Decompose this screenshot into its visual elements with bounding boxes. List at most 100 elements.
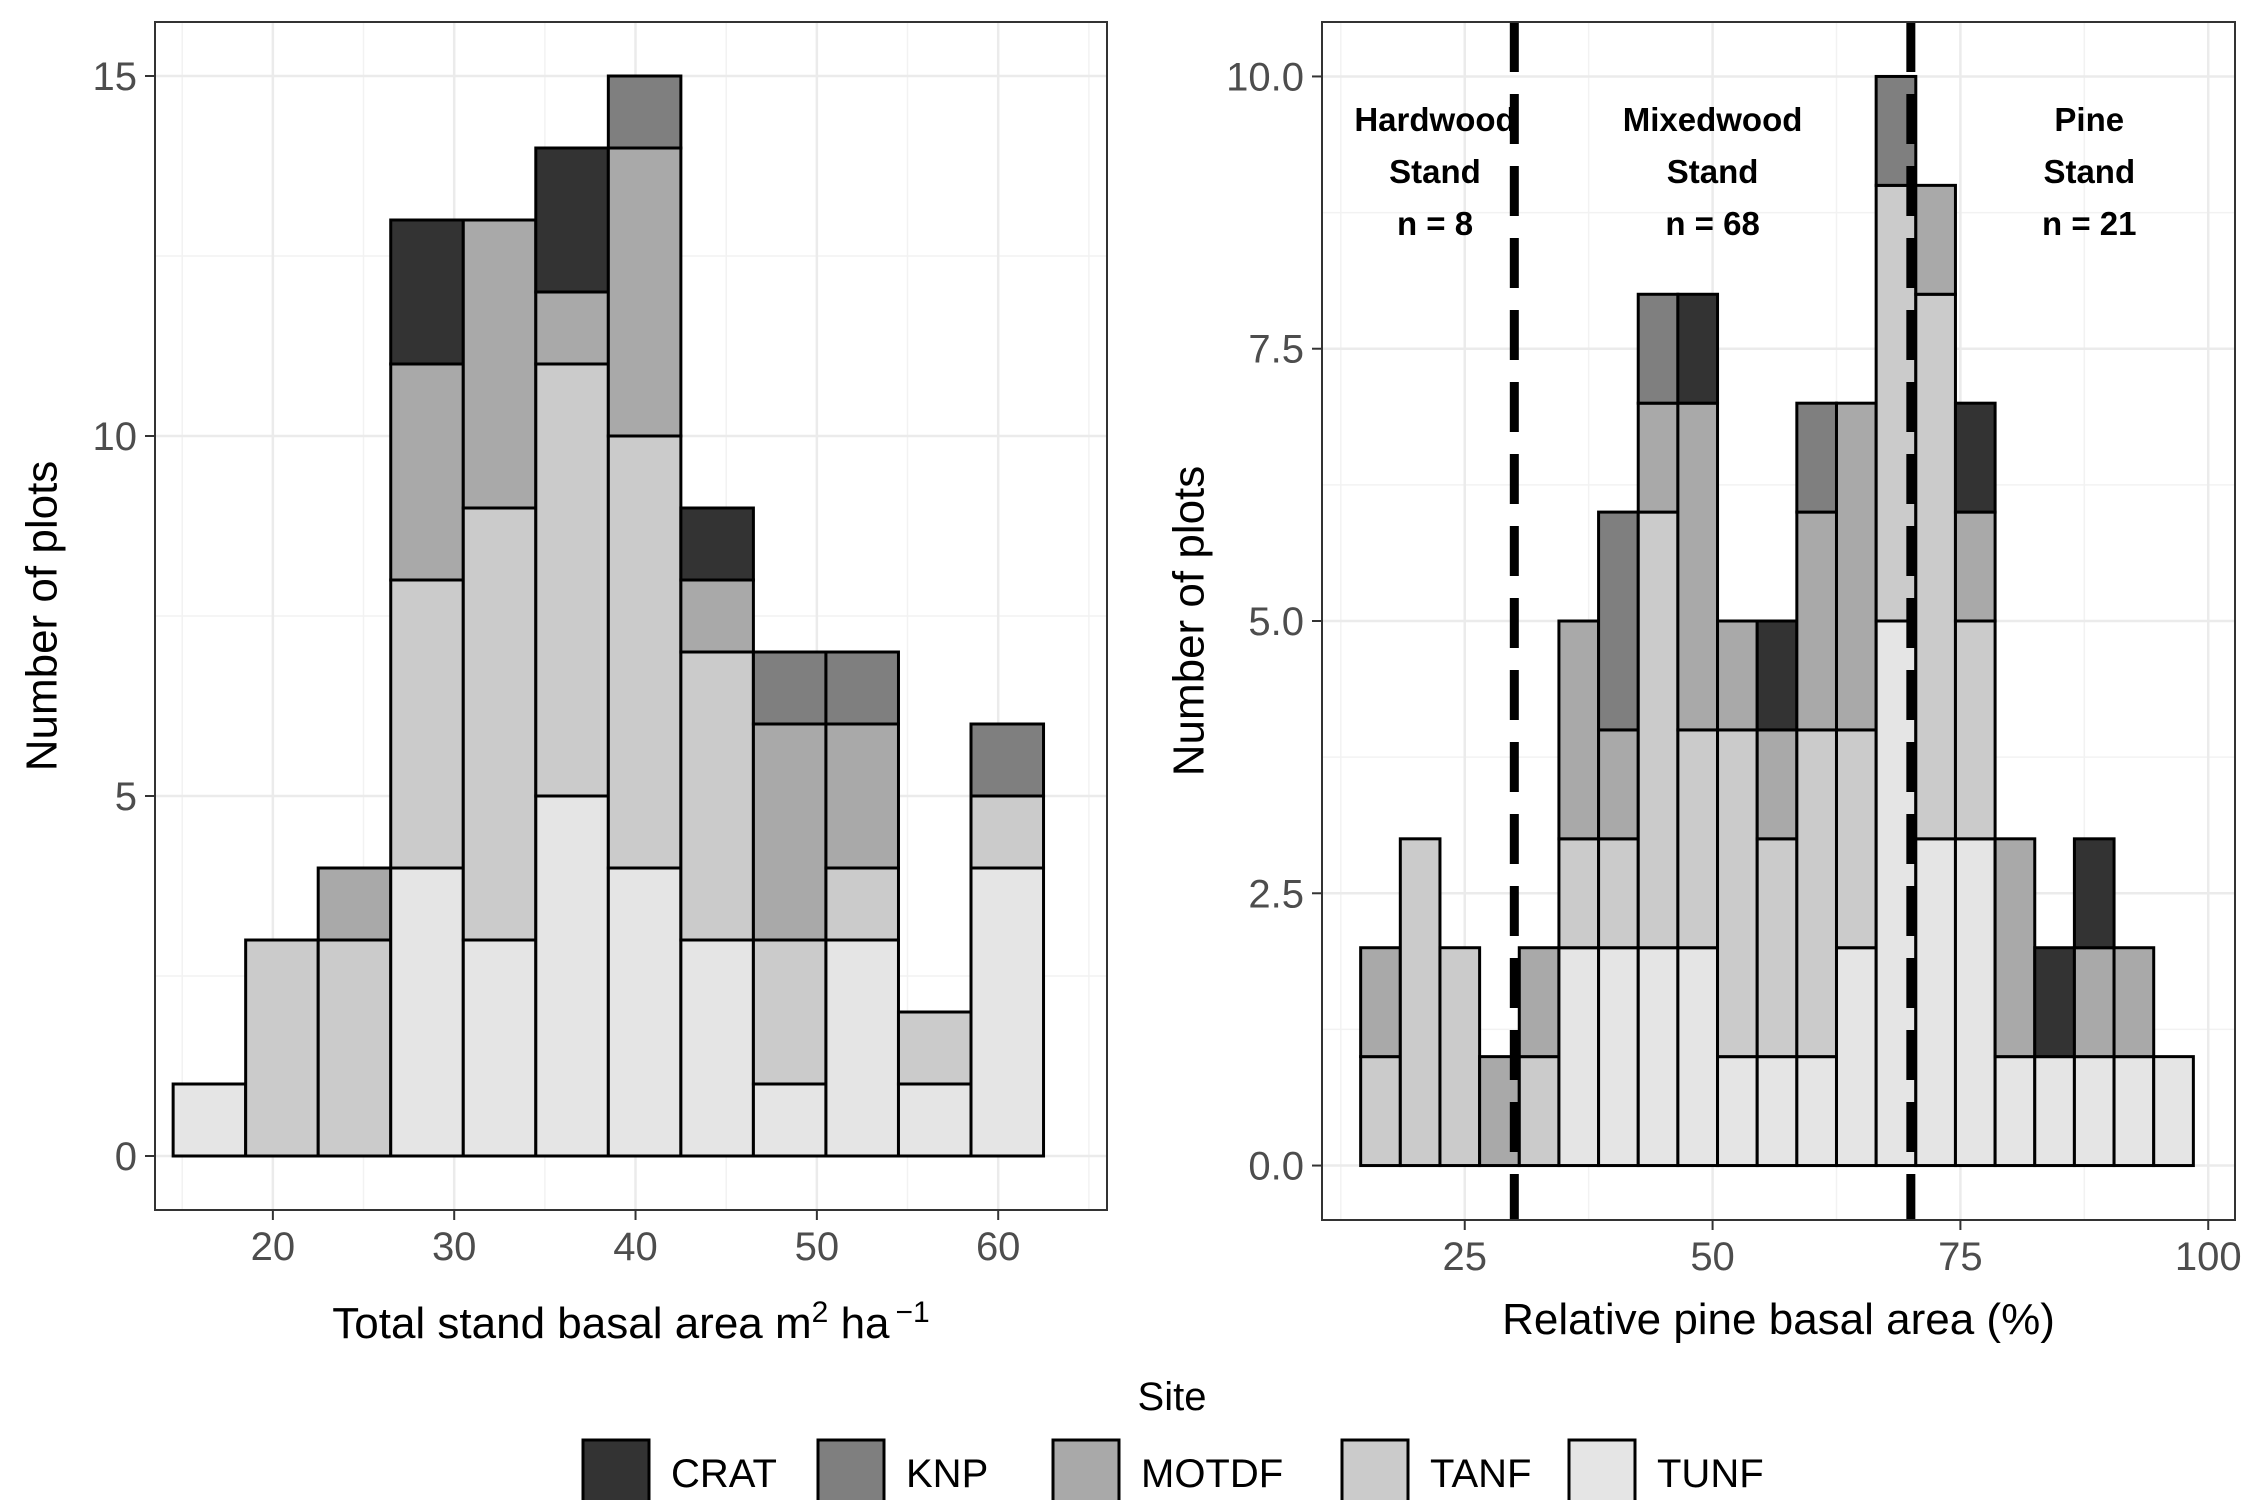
bar-segment-motdf (1636, 401, 1680, 514)
bar-segment-tanf (606, 434, 683, 870)
right-panel-threshold-lines (1509, 22, 1916, 1220)
bar-segment-motdf (1795, 510, 1838, 732)
bar-segment-motdf (1953, 510, 1997, 623)
bar-segment-tunf (2112, 1055, 2156, 1168)
bar-segment-motdf (1557, 619, 1601, 841)
bar-segment-tanf (1953, 619, 1997, 841)
left-panel-x-ticks: 20 30 40 50 60 (251, 1210, 1020, 1269)
annotation-line: n = 21 (2042, 205, 2136, 242)
bar-segment-knp (1597, 510, 1640, 732)
right-panel: Hardwood Stand n = 8 Mixedwood Stand n = 68 Pi… (1165, 21, 2242, 1344)
left-panel: 20 30 40 50 60 0 5 10 15 Total stand basal area… (18, 21, 1108, 1348)
left-x-axis-title: Total stand basal area m2 ha −1 (332, 1296, 929, 1348)
bar-segment-motdf (1716, 619, 1759, 732)
annotation-line: Mixedwood (1623, 101, 1803, 138)
left-x-axis-title-sup2: −1 (896, 1296, 930, 1329)
bar-segment-motdf (1517, 946, 1561, 1059)
bar-segment-tanf (1716, 728, 1759, 1059)
bar-segment-crat (2033, 946, 2076, 1059)
bar-segment-tanf (1359, 1055, 1402, 1168)
bar-segment-crat (2072, 837, 2116, 950)
bar-segment-tanf (1795, 728, 1838, 1059)
y-tick-label: 0.0 (1248, 1145, 1304, 1189)
bar-segment-knp (969, 722, 1046, 798)
annotation-line: Stand (1389, 153, 1481, 190)
legend-swatch (1340, 1438, 1410, 1505)
bar-segment-tanf (316, 938, 393, 1158)
bar-segment-tunf (1834, 946, 1878, 1168)
annotation-line: Hardwood (1354, 101, 1515, 138)
legend: Site CRAT KNP MOTDF TANF TUNF (581, 1375, 1764, 1505)
annotation-line: Stand (2043, 153, 2135, 190)
bar-segment-tanf (1636, 510, 1680, 950)
bar-segment-tunf (1557, 946, 1601, 1168)
left-x-axis-title-sup: 2 (812, 1296, 829, 1329)
bar-segment-motdf (751, 722, 828, 942)
y-tick-label: 15 (93, 55, 138, 99)
y-tick-label: 2.5 (1248, 872, 1304, 916)
bar-segment-tunf (461, 938, 538, 1158)
annotation-line: Pine (2054, 101, 2124, 138)
bar-segment-tunf (751, 1082, 828, 1158)
right-y-axis-title: Number of plots (1165, 466, 1214, 777)
bar-segment-tanf (1755, 837, 1799, 1059)
bar-segment-tanf (534, 362, 610, 798)
bar-segment-crat (1676, 292, 1720, 405)
bar-segment-tunf (1676, 946, 1720, 1168)
left-x-axis-title-rest: ha (828, 1299, 890, 1348)
bar-segment-motdf (1834, 401, 1878, 732)
bar-segment-tanf (679, 650, 755, 942)
x-tick-label: 75 (1938, 1235, 1983, 1279)
bar-segment-tanf (389, 578, 465, 870)
bar-segment-motdf (1676, 401, 1720, 732)
bar-segment-motdf (316, 866, 393, 942)
bar-segment-tunf (2033, 1055, 2076, 1168)
bar-segment-crat (1755, 619, 1799, 732)
bar-segment-crat (679, 506, 755, 582)
bar-segment-tanf (751, 938, 828, 1086)
x-tick-label: 50 (1690, 1235, 1735, 1279)
stand-annotation: Pine Stand n = 21 (2042, 101, 2136, 242)
right-panel-y-ticks: 0.0 2.5 5.0 7.5 10.0 (1226, 55, 1322, 1189)
bar-segment-knp (1636, 292, 1680, 405)
legend-item-tunf: TUNF (1567, 1438, 1764, 1505)
bar-segment-tunf (1716, 1055, 1759, 1168)
x-tick-label: 20 (251, 1225, 296, 1269)
bar-segment-tanf (1914, 292, 1957, 841)
right-panel-annotations: Hardwood Stand n = 8 Mixedwood Stand n = 68 Pi… (1354, 101, 2136, 242)
bar-segment-tanf (1398, 837, 1442, 1168)
bar-segment-motdf (679, 578, 755, 654)
legend-items: CRAT KNP MOTDF TANF TUNF (581, 1438, 1764, 1505)
bar-segment-motdf (389, 362, 465, 582)
bar-segment-motdf (824, 722, 900, 870)
legend-label: KNP (906, 1452, 988, 1496)
y-tick-label: 5 (115, 775, 137, 819)
legend-swatch (816, 1438, 886, 1505)
bar-segment-knp (1795, 401, 1838, 514)
bar-segment-tunf (2072, 1055, 2116, 1168)
bar-segment-tunf (171, 1082, 248, 1158)
bar-segment-tunf (969, 866, 1046, 1158)
x-tick-label: 100 (2175, 1235, 2242, 1279)
legend-swatch (581, 1438, 651, 1505)
right-x-axis-title: Relative pine basal area (%) (1502, 1295, 2055, 1344)
bar-segment-tanf (244, 938, 320, 1158)
bar-segment-knp (606, 74, 683, 150)
bar-segment-tunf (534, 794, 610, 1158)
bar-segment-tunf (1597, 946, 1640, 1168)
right-panel-bars (1359, 74, 2195, 1168)
bar-segment-tunf (1953, 837, 1997, 1168)
legend-item-tanf: TANF (1340, 1438, 1531, 1505)
bar-segment-tanf (1834, 728, 1878, 950)
bar-segment-tunf (1755, 1055, 1799, 1168)
left-y-axis-title: Number of plots (18, 461, 67, 772)
legend-item-motdf: MOTDF (1051, 1438, 1283, 1505)
bar-segment-tanf (1557, 837, 1601, 950)
legend-label: MOTDF (1141, 1452, 1283, 1496)
y-tick-label: 10.0 (1226, 55, 1304, 99)
bar-segment-tunf (606, 866, 683, 1158)
bar-segment-tanf (969, 794, 1046, 870)
bar-segment-tunf (2152, 1055, 2195, 1168)
bar-segment-tanf (461, 506, 538, 942)
